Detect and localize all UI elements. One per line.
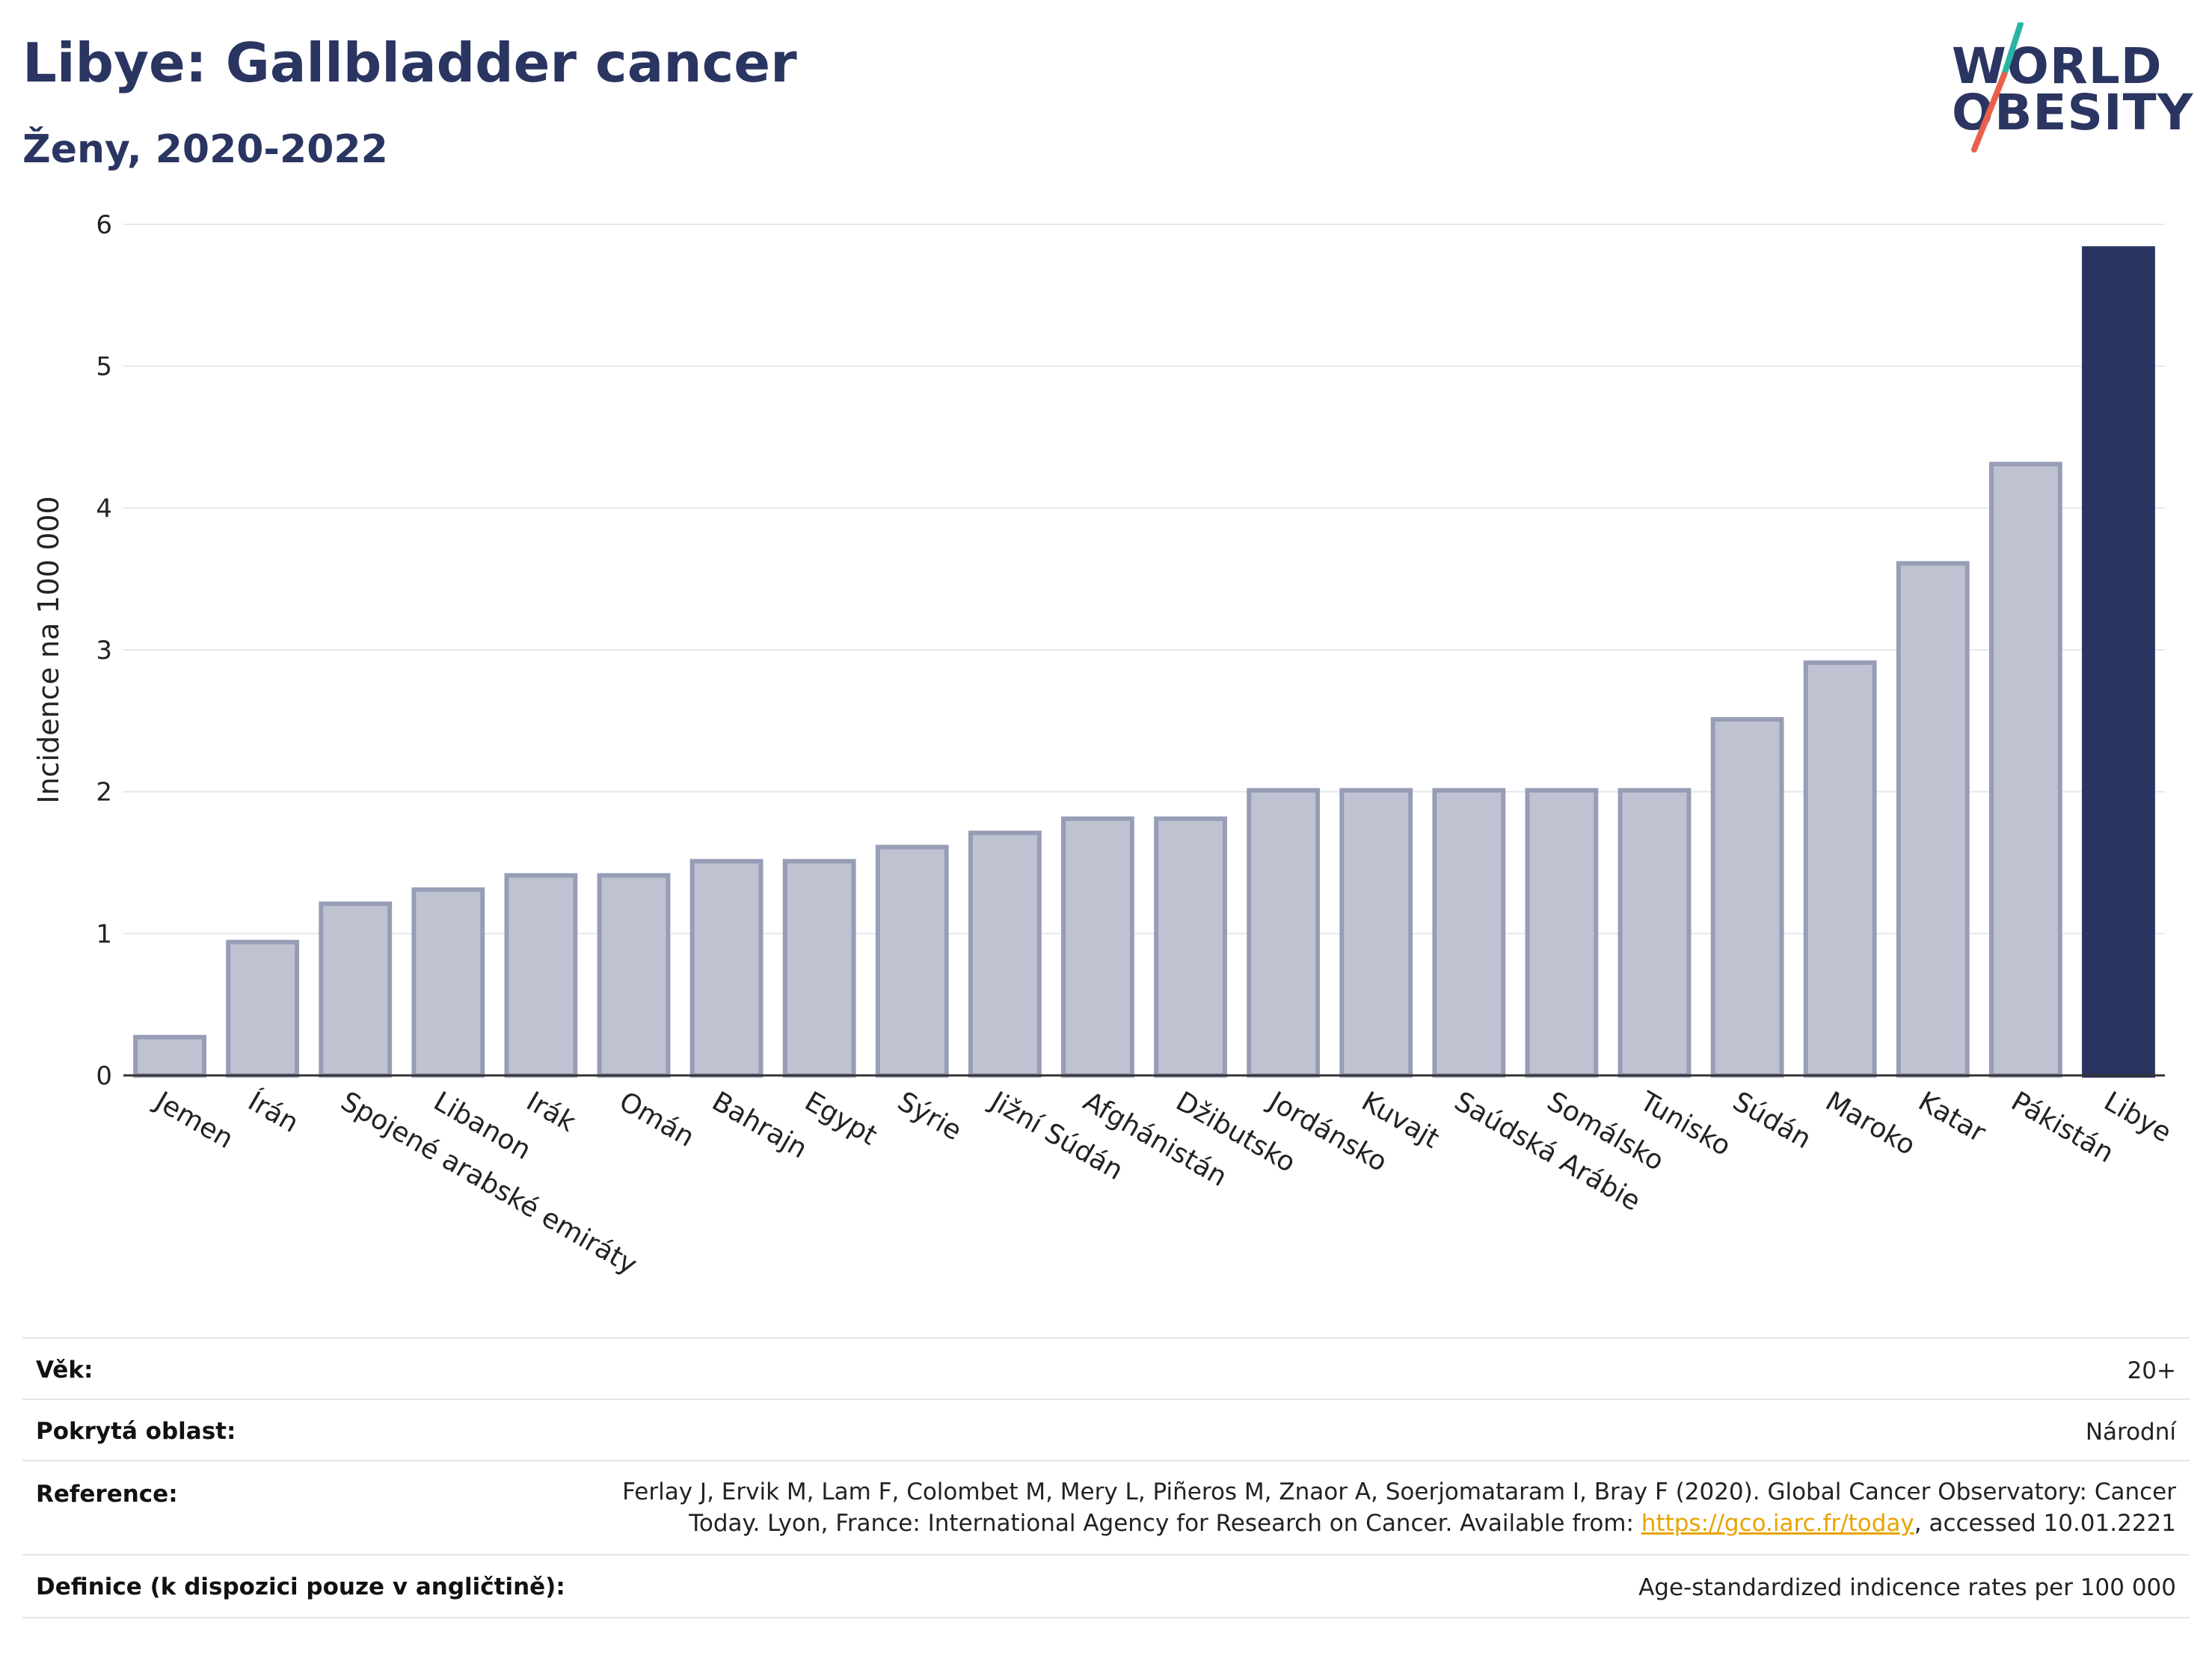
info-value-definition: Age-standardized indicence rates per 100… xyxy=(1638,1574,2176,1601)
info-row-age: Věk: 20+ xyxy=(22,1337,2190,1400)
x-tick-label: Pákistán xyxy=(2006,1086,2119,1169)
x-tick-label: Maroko xyxy=(1820,1086,1920,1161)
info-label-reference: Reference: xyxy=(36,1481,178,1508)
x-tick-label: Jemen xyxy=(149,1085,239,1155)
info-value-reference: Ferlay J, Ervik M, Lam F, Colombet M, Me… xyxy=(622,1476,2176,1539)
info-row-reference: Reference: Ferlay J, Ervik M, Lam F, Col… xyxy=(22,1460,2190,1556)
bar xyxy=(1247,787,1321,1078)
bar xyxy=(1432,787,1506,1078)
y-tick-label: 4 xyxy=(96,494,112,523)
x-tick-label: Írán xyxy=(243,1085,304,1139)
reference-link[interactable]: https://gco.iarc.fr/today xyxy=(1641,1510,1914,1537)
info-value-coverage: Národní xyxy=(2085,1419,2176,1446)
logo-text-world: WORLD xyxy=(1952,37,2163,95)
x-tick-label: Egypt xyxy=(799,1086,882,1151)
world-obesity-logo: WORLD OBESITY xyxy=(1952,22,2193,157)
y-tick-label: 2 xyxy=(96,778,112,808)
chart-title: Libye: Gallbladder cancer xyxy=(22,31,797,94)
bar xyxy=(2082,246,2155,1078)
bar xyxy=(1061,816,1134,1078)
y-axis-label: Incidence na 100 000 xyxy=(32,496,65,803)
bar xyxy=(875,844,949,1078)
x-tick-label: Bahrajn xyxy=(707,1086,812,1164)
reference-text: Today. Lyon, France: International Agenc… xyxy=(689,1510,1641,1537)
y-tick-label: 6 xyxy=(96,210,112,240)
info-row-coverage: Pokrytá oblast: Národní xyxy=(22,1398,2190,1461)
bar xyxy=(411,887,485,1078)
info-value-age: 20+ xyxy=(2127,1357,2176,1384)
reference-line-1: Ferlay J, Ervik M, Lam F, Colombet M, Me… xyxy=(622,1479,2176,1505)
bar xyxy=(1617,787,1692,1078)
x-tick-label: Irák xyxy=(521,1086,581,1138)
bar xyxy=(1803,660,1877,1078)
bar xyxy=(782,859,856,1078)
bar xyxy=(1896,561,1970,1078)
x-tick-label: Omán xyxy=(614,1086,699,1153)
x-tick-label: Súdán xyxy=(1727,1086,1816,1155)
bar xyxy=(1154,816,1227,1078)
y-tick-label: 0 xyxy=(96,1061,112,1091)
bar xyxy=(504,873,578,1078)
x-tick-label: Katar xyxy=(1913,1086,1991,1149)
logo-slash-icon xyxy=(1971,22,2024,153)
reference-line-2: Today. Lyon, France: International Agenc… xyxy=(622,1508,2176,1539)
bar xyxy=(689,859,764,1078)
bar xyxy=(1988,461,2062,1078)
y-tick-label: 5 xyxy=(96,352,112,382)
bar xyxy=(226,939,300,1078)
info-label-age: Věk: xyxy=(36,1357,93,1384)
chart-subtitle: Ženy, 2020-2022 xyxy=(22,127,388,172)
info-label-coverage: Pokrytá oblast: xyxy=(36,1418,236,1445)
bar xyxy=(968,830,1042,1078)
x-tick-label: Sýrie xyxy=(892,1086,966,1146)
bar xyxy=(133,1034,206,1078)
bar xyxy=(1525,787,1599,1078)
bar xyxy=(1339,787,1413,1078)
bar xyxy=(597,873,671,1078)
y-tick-label: 3 xyxy=(96,636,112,666)
y-tick-label: 1 xyxy=(96,919,112,949)
info-row-definition: Definice (k dispozici pouze v angličtině… xyxy=(22,1554,2190,1618)
bar xyxy=(1710,716,1784,1078)
reference-accessed: , accessed 10.01.2221 xyxy=(1914,1510,2176,1537)
info-label-definition: Definice (k dispozici pouze v angličtině… xyxy=(36,1573,565,1600)
bar xyxy=(319,901,393,1078)
